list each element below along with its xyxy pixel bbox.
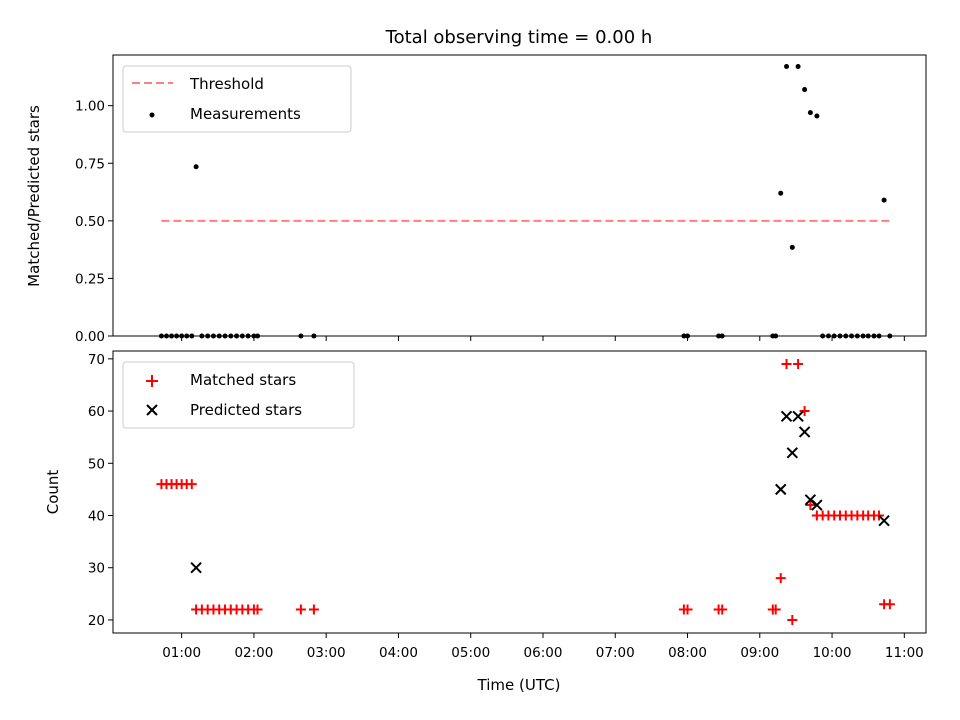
y-tick-label: 70 [88, 352, 105, 368]
y-tick-label: 60 [88, 404, 105, 420]
top-y-axis: 0.00 0.25 0.50 0.75 1.00 [75, 99, 113, 345]
bottom-plot-area [156, 359, 895, 625]
x-tick-label: 02:00 [234, 645, 273, 661]
measurement-point [802, 87, 808, 93]
x-axis: 01:00 02:00 03:00 04:00 05:00 06:00 07:00 08:00… [162, 633, 924, 661]
matched-stars-point [775, 573, 786, 584]
x-tick-label: 01:00 [162, 645, 201, 661]
measurement-point [814, 113, 820, 119]
matched-stars-point [295, 604, 306, 615]
bottom-axes-frame [112, 350, 927, 634]
matched-stars-point [874, 510, 885, 521]
top-x-ticks [181, 336, 905, 341]
y-tick-label: 0.00 [75, 329, 105, 345]
bottom-legend-box [122, 361, 355, 429]
x-tick-label: 10:00 [813, 645, 852, 661]
predicted-stars-point [190, 562, 202, 574]
matched-stars-point [682, 604, 693, 615]
legend-threshold-label: Threshold [189, 75, 264, 93]
x-tick-label: 08:00 [668, 645, 707, 661]
bottom-panel: 20 30 40 50 60 70 01:00 02:00 03:00 04:00 05:00 06… [44, 350, 927, 694]
predicted-stars-point [786, 447, 799, 459]
bottom-y-axis: 20 30 40 50 60 70 [88, 352, 113, 629]
x-tick-label: 11:00 [885, 645, 924, 661]
measurement-point [778, 190, 784, 196]
legend-measurements-label: Measurements [190, 105, 301, 123]
matched-stars-point [770, 604, 781, 615]
bottom-legend: Matched stars Predicted stars [122, 361, 355, 429]
matched-stars-point [793, 359, 804, 370]
top-axes-frame [112, 54, 927, 337]
legend-matched-swatch [146, 375, 158, 387]
measurement-point [784, 64, 790, 70]
matched-stars-point [717, 604, 728, 615]
matched-stars-point [781, 359, 792, 370]
measurement-point [795, 64, 801, 70]
top-legend: Threshold Measurements [122, 65, 352, 133]
measurement-point [807, 110, 813, 116]
predicted-stars-point [775, 483, 787, 496]
predicted-stars-point [811, 499, 823, 511]
y-tick-label: 40 [88, 509, 105, 525]
y-tick-label: 0.50 [75, 214, 105, 230]
x-tick-label: 07:00 [596, 645, 635, 661]
top-legend-box [122, 65, 352, 133]
y-tick-label: 30 [88, 561, 105, 577]
x-tick-label: 05:00 [451, 645, 490, 661]
predicted-stars-point [792, 410, 804, 422]
y-tick-label: 20 [88, 613, 105, 629]
matched-stars-point [799, 406, 810, 417]
y-tick-label: 50 [88, 456, 105, 472]
legend-matched-label: Matched stars [190, 371, 296, 389]
predicted-stars-point [780, 410, 793, 422]
predicted-stars-point [878, 515, 890, 527]
y-tick-label: 0.75 [75, 156, 105, 172]
legend-measurements-swatch [149, 112, 155, 118]
y-tick-label: 1.00 [75, 99, 105, 115]
measurement-point [881, 197, 887, 203]
x-tick-label: 09:00 [740, 645, 779, 661]
matched-stars-point [252, 604, 263, 615]
predicted-stars-point [798, 426, 811, 438]
legend-predicted-swatch [146, 404, 158, 416]
chart-title: Total observing time = 0.00 h [385, 27, 653, 48]
y-tick-label: 0.25 [75, 271, 105, 287]
x-tick-label: 03:00 [307, 645, 346, 661]
matched-stars-point [805, 500, 816, 511]
matched-stars-point [186, 479, 197, 490]
bottom-y-axis-label: Count [44, 470, 62, 515]
matched-stars-point [787, 614, 798, 625]
top-y-axis-label: Matched/Predicted stars [25, 105, 43, 287]
measurement-point [193, 164, 199, 170]
x-axis-label: Time (UTC) [477, 676, 561, 694]
legend-predicted-label: Predicted stars [190, 401, 302, 419]
x-tick-label: 06:00 [524, 645, 563, 661]
matched-stars-point [884, 599, 895, 610]
measurement-point [789, 244, 795, 250]
matched-stars-point [308, 604, 319, 615]
top-panel: 0.00 0.25 0.50 0.75 1.00 Matched/Predicted s… [25, 54, 927, 345]
x-tick-label: 04:00 [379, 645, 418, 661]
